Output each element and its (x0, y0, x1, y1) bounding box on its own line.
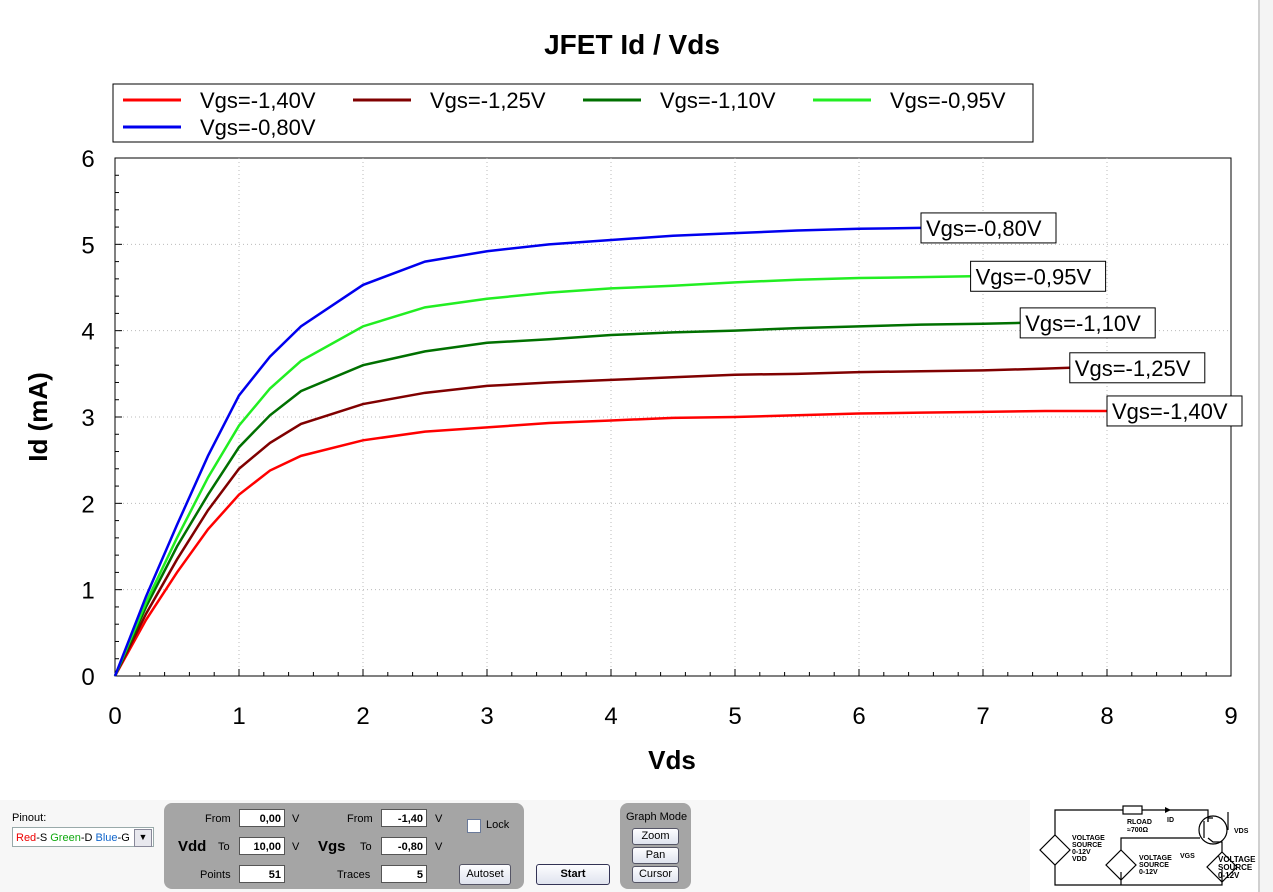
vgs-to-unit: V (435, 841, 443, 853)
legend-entry: Vgs=-0,95V (890, 88, 1006, 113)
x-tick-label: 1 (232, 703, 245, 730)
vdd-label: Vdd (178, 838, 207, 855)
zoom-mode-button[interactable]: Zoom (632, 828, 679, 845)
series-line (113, 275, 971, 677)
x-tick-label: 9 (1224, 703, 1237, 730)
series-line (113, 321, 1021, 677)
source3-line: SOURCE (1218, 863, 1253, 872)
circuit-labels: RLOAD ≈700Ω ID VDS VGS VOLTAGE SOURCE 0-… (1072, 817, 1256, 880)
pinout-blue: Blue (95, 832, 118, 844)
end-label: Vgs=-1,40V (1112, 399, 1228, 424)
y-tick-label: 0 (81, 664, 94, 691)
end-label-box (920, 212, 1057, 244)
x-tick-label: 2 (356, 703, 369, 730)
end-label-box (1019, 307, 1156, 339)
chart-title: JFET Id / Vds (544, 29, 720, 60)
pinout-d: -D (80, 832, 96, 844)
legend-entry: Vgs=-1,40V (200, 88, 316, 113)
end-label: Vgs=-0,95V (976, 264, 1092, 289)
vgs-from-input[interactable]: -1,40 (381, 809, 427, 827)
y-tick-label: 3 (81, 405, 94, 432)
legend-box (112, 83, 1034, 143)
scrollbar[interactable] (1258, 0, 1273, 892)
vgs-to-label: To (360, 841, 372, 853)
legend-entry: Vgs=-1,25V (430, 88, 546, 113)
lock-label: Lock (486, 819, 510, 831)
vdd-to-label: To (218, 841, 230, 853)
vgs-from-label: From (347, 813, 373, 825)
lock-checkbox[interactable] (467, 819, 481, 833)
chevron-down-icon[interactable]: ▼ (134, 829, 152, 847)
vdd-from-unit: V (292, 813, 300, 825)
x-tick-label: 7 (976, 703, 989, 730)
x-tick-label: 8 (1100, 703, 1113, 730)
pinout-select[interactable]: Red-S Green-D Blue-G ▼ (12, 827, 154, 847)
vds-label: VDS (1234, 828, 1249, 835)
traces-input[interactable]: 5 (381, 865, 427, 883)
series-line (113, 366, 1070, 677)
end-label-box (1069, 352, 1206, 384)
points-input[interactable]: 51 (239, 865, 285, 883)
end-label: Vgs=-1,10V (1025, 311, 1141, 336)
source2-line: SOURCE (1139, 862, 1169, 869)
traces-label: Traces (337, 869, 371, 881)
pinout-g: -G (117, 832, 130, 844)
y-tick-label: 6 (81, 146, 94, 173)
pan-mode-button[interactable]: Pan (632, 847, 679, 864)
legend-entry: Vgs=-0,80V (200, 115, 316, 140)
source3-line: VOLTAGE (1218, 855, 1256, 864)
legend: Vgs=-1,40V Vgs=-1,25V Vgs=-1,10V Vgs=-0,95V… (112, 83, 1034, 143)
end-label: Vgs=-0,80V (926, 216, 1042, 241)
series-line (113, 226, 922, 677)
cursor-mode-button[interactable]: Cursor (632, 866, 679, 883)
x-tick-label: 3 (480, 703, 493, 730)
source1-line: 0-12V (1072, 849, 1091, 856)
vgs-label: Vgs (318, 838, 346, 855)
y-tick-label: 4 (81, 319, 94, 346)
source1-line: SOURCE (1072, 842, 1102, 849)
x-tick-label: 5 (728, 703, 741, 730)
points-label: Points (200, 869, 231, 881)
x-axis-label: Vds (648, 745, 696, 775)
y-tick-label: 1 (81, 578, 94, 605)
end-label-box (1106, 395, 1243, 427)
y-tick-label: 2 (81, 491, 94, 518)
vdd-to-input[interactable]: 10,00 (239, 837, 285, 855)
source2-line: VOLTAGE (1139, 855, 1172, 862)
legend-entry: Vgs=-1,10V (660, 88, 776, 113)
pinout-red: Red (16, 832, 37, 844)
source2-line: 0-12V (1139, 869, 1158, 876)
pinout-s: -S (36, 832, 51, 844)
x-tick-label: 4 (604, 703, 617, 730)
chart: JFET Id / Vds Vds Id (mA) 0 1 2 3 4 5 6 7 8 9 0 1 2 3… (23, 29, 1243, 775)
y-tick-label: 5 (81, 232, 94, 259)
vdd-to-unit: V (292, 841, 300, 853)
autoset-button[interactable]: Autoset (459, 864, 511, 885)
pinout-label: Pinout: (12, 812, 47, 824)
vgs-from-unit: V (435, 813, 443, 825)
x-tick-label: 0 (108, 703, 121, 730)
x-tick-label: 6 (852, 703, 865, 730)
end-label-box (970, 260, 1107, 292)
vgs-to-input[interactable]: -0,80 (381, 837, 427, 855)
graph-mode-title: Graph Mode (626, 811, 688, 823)
source1-line: VDD (1072, 856, 1087, 863)
circuit-diagram: RLOAD ≈700Ω ID VDS VGS VOLTAGE SOURCE 0-… (1030, 800, 1258, 892)
vdd-from-input[interactable]: 0,00 (239, 809, 285, 827)
series-line (113, 409, 1107, 677)
id-label: ID (1167, 817, 1174, 824)
vdd-from-label: From (205, 813, 231, 825)
y-axis-label: Id (mA) (23, 372, 53, 462)
end-label: Vgs=-1,25V (1075, 356, 1191, 381)
pinout-green: Green (50, 832, 81, 844)
rload-value: ≈700Ω (1127, 827, 1149, 834)
rload-label: RLOAD (1127, 819, 1152, 826)
start-button[interactable]: Start (536, 864, 610, 885)
source3-line: 0-12V (1218, 871, 1240, 880)
vgs-label: VGS (1180, 853, 1195, 860)
source1-line: VOLTAGE (1072, 835, 1105, 842)
